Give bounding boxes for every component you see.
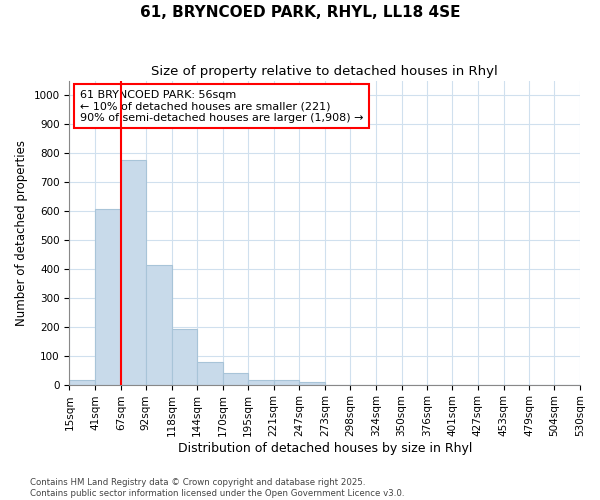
Bar bbox=[299, 382, 325, 384]
Bar bbox=[146, 265, 172, 384]
Bar bbox=[274, 380, 299, 384]
X-axis label: Distribution of detached houses by size in Rhyl: Distribution of detached houses by size … bbox=[178, 442, 472, 455]
Text: 61, BRYNCOED PARK, RHYL, LL18 4SE: 61, BRYNCOED PARK, RHYL, LL18 4SE bbox=[140, 5, 460, 20]
Bar bbox=[223, 373, 248, 384]
Title: Size of property relative to detached houses in Rhyl: Size of property relative to detached ho… bbox=[151, 65, 498, 78]
Text: 61 BRYNCOED PARK: 56sqm
← 10% of detached houses are smaller (221)
90% of semi-d: 61 BRYNCOED PARK: 56sqm ← 10% of detache… bbox=[80, 90, 363, 123]
Bar bbox=[248, 380, 274, 384]
Y-axis label: Number of detached properties: Number of detached properties bbox=[15, 140, 28, 326]
Bar bbox=[172, 329, 197, 384]
Bar bbox=[197, 362, 223, 384]
Bar bbox=[70, 380, 95, 384]
Bar bbox=[95, 208, 121, 384]
Bar bbox=[121, 160, 146, 384]
Text: Contains HM Land Registry data © Crown copyright and database right 2025.
Contai: Contains HM Land Registry data © Crown c… bbox=[30, 478, 404, 498]
